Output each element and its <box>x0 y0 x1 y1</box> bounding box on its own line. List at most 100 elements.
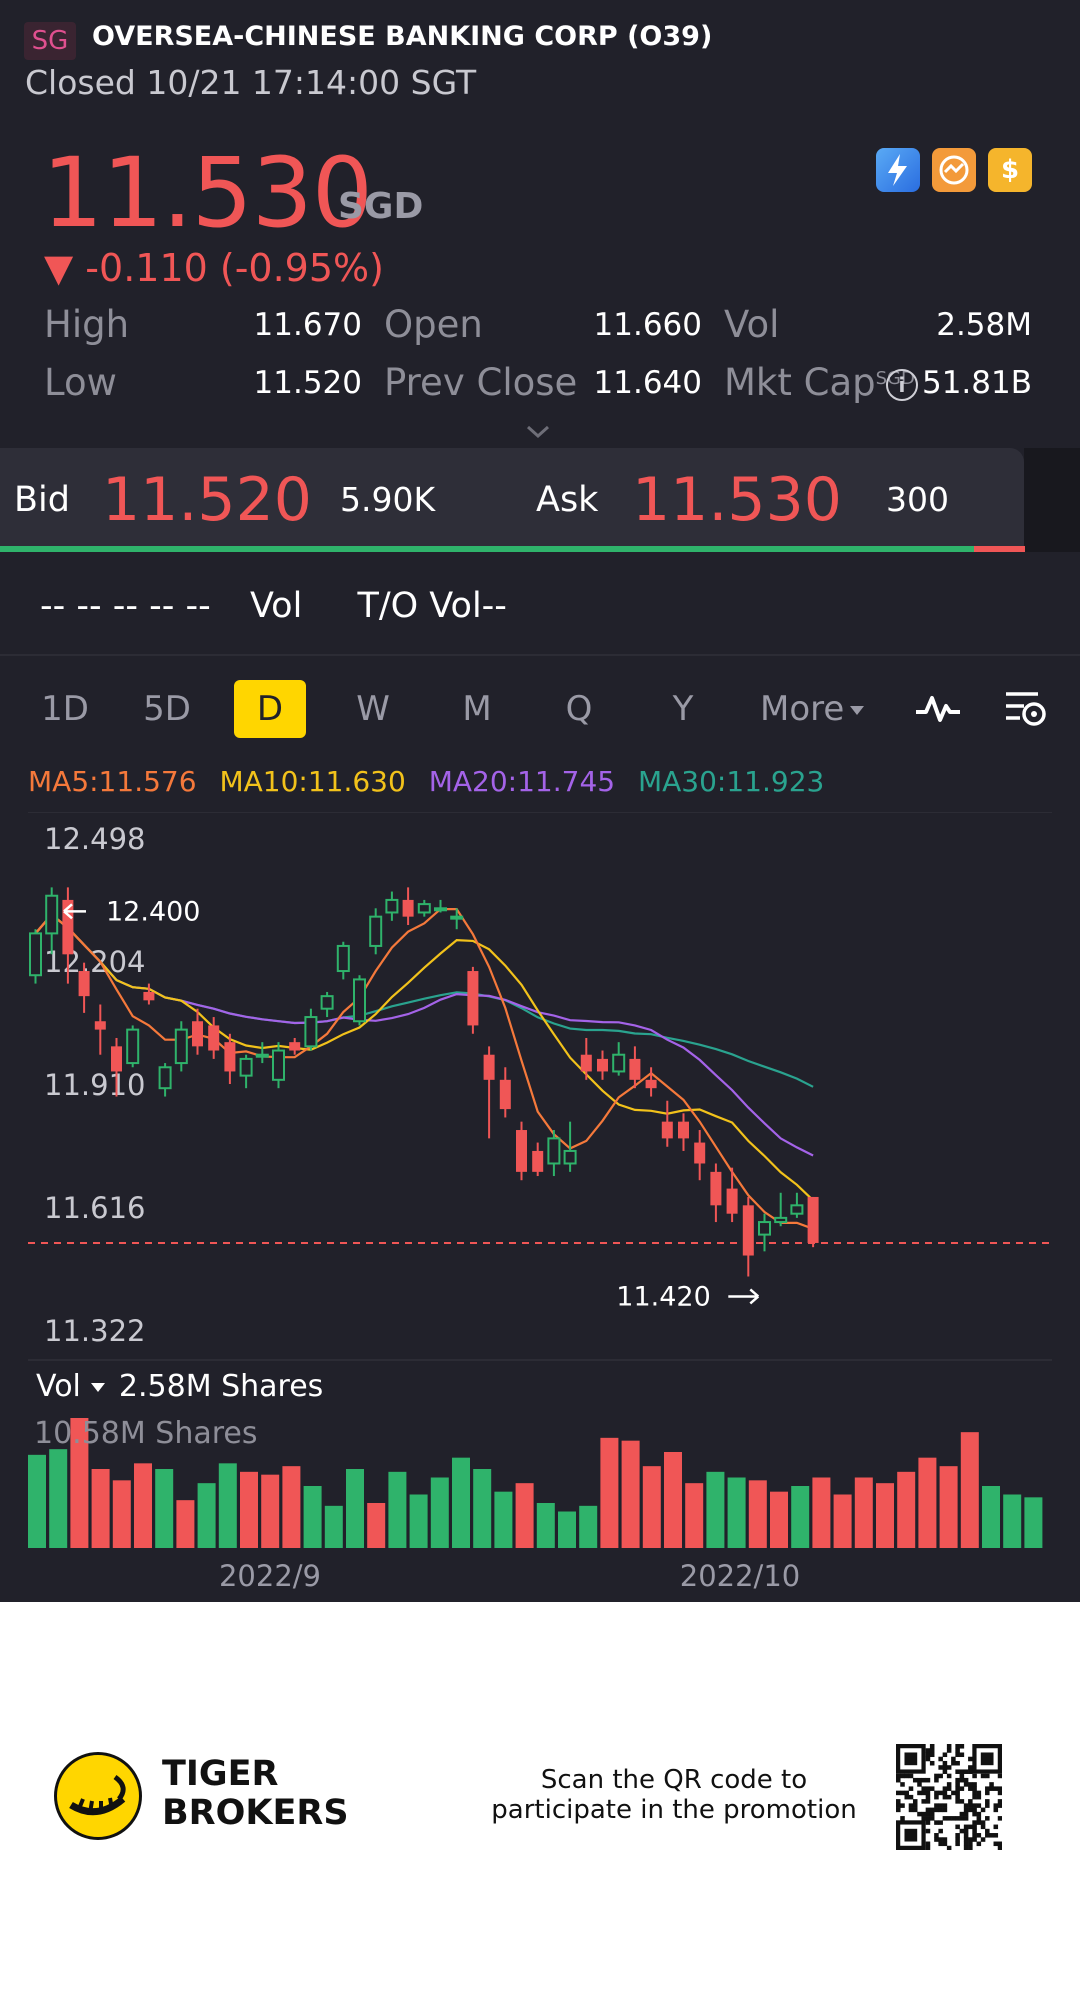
volume-bar <box>982 1486 1000 1548</box>
market-status: Closed 10/21 17:14:00 SGT <box>25 63 477 102</box>
tab-5d[interactable]: 5D <box>143 689 191 729</box>
more-dropdown[interactable]: More <box>760 680 865 738</box>
bid-ask-bar <box>0 448 1024 552</box>
candle-body <box>353 978 366 1023</box>
ma5-label: MA5:11.576 <box>28 765 197 798</box>
volume-bar <box>536 1503 555 1548</box>
tab-1d[interactable]: 1D <box>41 689 89 729</box>
feature-badges: $ <box>876 148 1032 192</box>
high-value: 11.670 <box>253 307 362 343</box>
dropdown-caret-icon <box>850 706 865 715</box>
candle-body <box>272 1049 285 1081</box>
volume-bar <box>452 1457 470 1548</box>
volume-bar <box>621 1440 640 1548</box>
price-axis-tick: 12.498 <box>44 822 145 856</box>
volume-bar <box>155 1469 174 1548</box>
candle-body <box>742 1205 754 1256</box>
volume-bar <box>918 1457 937 1548</box>
tab-q[interactable]: Q <box>565 689 593 729</box>
candle-body <box>774 1216 788 1224</box>
price-axis-tick: 11.616 <box>44 1191 145 1225</box>
mkt-cap-value: 51.81B <box>921 365 1032 401</box>
candle-body <box>192 1021 203 1047</box>
candle-body <box>255 1053 269 1058</box>
promo-text: Scan the QR code to participate in the p… <box>480 1765 868 1825</box>
volume-bar <box>1003 1494 1022 1548</box>
candle-body <box>304 1016 318 1048</box>
lightning-level1-icon[interactable] <box>876 148 920 192</box>
volume-bar <box>49 1449 68 1548</box>
volume-bar <box>876 1483 894 1548</box>
candle-body <box>289 1042 301 1051</box>
price-currency: SGD <box>338 186 424 227</box>
volume-header[interactable]: Vol 2.58M Shares <box>36 1367 323 1407</box>
volume-bar <box>897 1471 916 1548</box>
candle-body <box>402 899 414 917</box>
open-label: Open <box>384 303 483 346</box>
volume-bar <box>176 1500 195 1548</box>
ma30-label: MA30:11.923 <box>637 765 825 798</box>
tick-placeholder: -- -- -- -- -- <box>40 586 211 626</box>
volume-bar <box>1024 1497 1043 1548</box>
volume-bar <box>91 1469 110 1548</box>
expand-chevron-icon[interactable] <box>524 418 552 446</box>
candle-body <box>563 1149 577 1165</box>
candle-body <box>597 1058 608 1072</box>
tab-d[interactable]: D <box>234 680 306 738</box>
candle-body <box>336 944 350 973</box>
dragon-icon[interactable] <box>932 148 976 192</box>
info-icon[interactable]: i <box>885 368 918 401</box>
high-label: High <box>44 303 130 346</box>
volume-bar <box>791 1486 810 1548</box>
tab-m[interactable]: M <box>462 689 492 729</box>
ma20-label: MA20:11.745 <box>428 765 616 798</box>
candle-body <box>434 907 447 912</box>
volume-bar <box>134 1463 152 1548</box>
ask-price: 11.530 <box>632 465 842 535</box>
candle-body <box>369 915 383 947</box>
low-marker-arrow-icon <box>728 1288 760 1305</box>
candle-body <box>758 1221 771 1236</box>
volume-bar <box>303 1486 322 1548</box>
moving-average-legend: MA5:11.576 MA10:11.630 MA20:11.745 MA30:… <box>28 762 838 802</box>
brand-line-1: TIGER <box>162 1754 279 1794</box>
candle-body <box>174 1028 188 1065</box>
prev-close-label: Prev Close <box>384 361 578 404</box>
indicator-icon[interactable] <box>914 686 962 732</box>
dollar-icon[interactable]: $ <box>988 148 1032 192</box>
low-value: 11.520 <box>253 365 362 401</box>
volume-bar <box>409 1494 428 1548</box>
volume-bar <box>515 1483 534 1548</box>
tick-vol-label: Vol <box>249 586 303 626</box>
candle-body <box>126 1028 140 1065</box>
low-label: Low <box>44 361 117 404</box>
candle-body <box>726 1188 738 1214</box>
open-value: 11.660 <box>593 307 702 343</box>
volume-bar <box>282 1466 301 1548</box>
tab-y[interactable]: Y <box>672 689 694 729</box>
candle-body <box>694 1142 706 1164</box>
chart-settings-icon[interactable] <box>1002 686 1050 732</box>
promo-line-1: Scan the QR code to <box>540 1765 808 1795</box>
volume-bar <box>112 1480 131 1548</box>
candle-body <box>678 1121 689 1139</box>
last-price: 11.530 <box>42 137 373 249</box>
promo-line-2: participate in the promotion <box>491 1795 857 1825</box>
candle-body <box>483 1054 495 1080</box>
price-axis-tick: 11.322 <box>44 1314 145 1348</box>
volume-dropdown-caret-icon <box>90 1383 105 1392</box>
volume-bar <box>706 1471 725 1548</box>
prev-close-value: 11.640 <box>593 365 702 401</box>
candle-body <box>612 1053 626 1073</box>
volume-value: 2.58M Shares <box>118 1369 324 1404</box>
candle-body <box>143 991 155 1001</box>
volume-bar <box>664 1452 682 1548</box>
ma10-line <box>34 913 814 1202</box>
tab-w[interactable]: W <box>356 689 390 729</box>
candle-body <box>239 1057 253 1077</box>
candlestick-chart[interactable]: 12.498 12.204 11.910 11.616 11.322 12.400 11.4… <box>0 812 1080 1602</box>
volume-bar <box>240 1471 258 1548</box>
qr-code[interactable] <box>896 1744 1002 1850</box>
volume-bar <box>854 1477 873 1548</box>
price-change: ▼ -0.110 (-0.95%) <box>44 246 384 290</box>
